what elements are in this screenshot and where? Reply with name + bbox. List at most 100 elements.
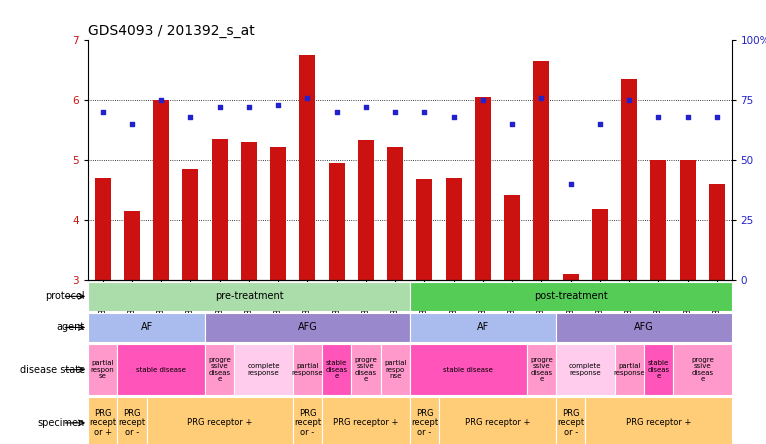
- Bar: [270, 147, 286, 280]
- Bar: [153, 100, 169, 280]
- Text: PRG
recept
or -: PRG recept or -: [119, 409, 146, 437]
- Bar: [410, 344, 527, 395]
- Text: progre
ssive
diseas
e: progre ssive diseas e: [530, 357, 553, 382]
- Point: [214, 103, 226, 111]
- Text: PRG
recept
or -: PRG recept or -: [557, 409, 584, 437]
- Bar: [329, 163, 345, 280]
- Bar: [205, 313, 410, 342]
- Text: PRG
recept
or +: PRG recept or +: [89, 409, 116, 437]
- Text: GDS4093 / 201392_s_at: GDS4093 / 201392_s_at: [88, 24, 255, 38]
- Bar: [381, 344, 410, 395]
- Bar: [417, 179, 433, 280]
- Text: protocol: protocol: [45, 291, 85, 301]
- Bar: [475, 97, 491, 280]
- Bar: [117, 397, 146, 444]
- Bar: [410, 282, 732, 311]
- Bar: [585, 397, 732, 444]
- Point: [389, 108, 401, 115]
- Bar: [387, 147, 403, 280]
- Bar: [182, 169, 198, 280]
- Bar: [556, 313, 732, 342]
- Bar: [146, 397, 293, 444]
- Point: [535, 94, 548, 101]
- Point: [682, 113, 694, 120]
- Text: PRG
recept
or -: PRG recept or -: [294, 409, 321, 437]
- Bar: [614, 344, 643, 395]
- Text: partial
respon
se: partial respon se: [91, 360, 115, 379]
- Bar: [211, 139, 228, 280]
- Bar: [650, 160, 666, 280]
- Point: [476, 96, 489, 103]
- Bar: [322, 344, 352, 395]
- Text: PRG
recept
or -: PRG recept or -: [411, 409, 438, 437]
- Text: AF: AF: [476, 322, 489, 333]
- Bar: [446, 178, 462, 280]
- Text: agent: agent: [57, 322, 85, 333]
- Text: PRG receptor +: PRG receptor +: [465, 418, 530, 428]
- Bar: [527, 344, 556, 395]
- Bar: [358, 140, 374, 280]
- Bar: [88, 397, 117, 444]
- Bar: [88, 313, 205, 342]
- Bar: [562, 274, 579, 280]
- Bar: [709, 184, 725, 280]
- Text: stable
diseas
e: stable diseas e: [326, 360, 348, 379]
- Bar: [205, 344, 234, 395]
- Bar: [117, 344, 205, 395]
- Point: [506, 120, 519, 127]
- Point: [711, 113, 723, 120]
- Bar: [410, 313, 556, 342]
- Point: [623, 96, 635, 103]
- Point: [331, 108, 343, 115]
- Point: [185, 113, 197, 120]
- Bar: [679, 160, 696, 280]
- Bar: [293, 344, 322, 395]
- Text: PRG receptor +: PRG receptor +: [187, 418, 252, 428]
- Bar: [439, 397, 556, 444]
- Point: [301, 94, 313, 101]
- Text: post-treatment: post-treatment: [534, 291, 607, 301]
- Point: [418, 108, 430, 115]
- Text: progre
ssive
diseas
e: progre ssive diseas e: [208, 357, 231, 382]
- Text: partial
response: partial response: [292, 363, 323, 376]
- Bar: [556, 397, 585, 444]
- Bar: [533, 61, 549, 280]
- Point: [447, 113, 460, 120]
- Text: pre-treatment: pre-treatment: [214, 291, 283, 301]
- Text: complete
response: complete response: [569, 363, 601, 376]
- Point: [126, 120, 138, 127]
- Point: [653, 113, 665, 120]
- Point: [594, 120, 606, 127]
- Bar: [410, 397, 439, 444]
- Bar: [504, 194, 520, 280]
- Bar: [300, 55, 316, 280]
- Point: [360, 103, 372, 111]
- Text: AFG: AFG: [634, 322, 653, 333]
- Text: AFG: AFG: [297, 322, 317, 333]
- Point: [97, 108, 109, 115]
- Text: stable disease: stable disease: [136, 367, 186, 373]
- Text: stable
diseas
e: stable diseas e: [647, 360, 669, 379]
- Point: [243, 103, 255, 111]
- Bar: [621, 79, 637, 280]
- Bar: [124, 211, 140, 280]
- Text: progre
ssive
diseas
e: progre ssive diseas e: [355, 357, 378, 382]
- Bar: [95, 178, 111, 280]
- Text: partial
response: partial response: [614, 363, 645, 376]
- Text: AF: AF: [140, 322, 152, 333]
- Text: PRG receptor +: PRG receptor +: [333, 418, 398, 428]
- Bar: [556, 344, 614, 395]
- Text: partial
respo
nse: partial respo nse: [384, 360, 407, 379]
- Bar: [592, 209, 608, 280]
- Bar: [241, 142, 257, 280]
- Point: [565, 180, 577, 187]
- Bar: [88, 282, 410, 311]
- Bar: [88, 344, 117, 395]
- Bar: [643, 344, 673, 395]
- Text: progre
ssive
diseas
e: progre ssive diseas e: [691, 357, 714, 382]
- Bar: [293, 397, 322, 444]
- Text: PRG receptor +: PRG receptor +: [626, 418, 691, 428]
- Bar: [673, 344, 732, 395]
- Text: disease state: disease state: [20, 365, 85, 375]
- Bar: [352, 344, 381, 395]
